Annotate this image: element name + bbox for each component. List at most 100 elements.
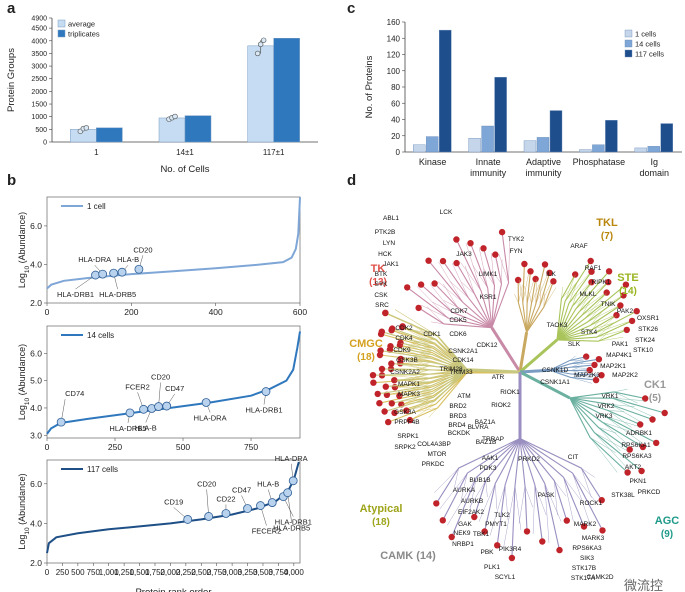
- kinase-dot: [623, 326, 630, 334]
- branch-leaf: [406, 381, 431, 391]
- kinase-label: CAMK2D: [586, 574, 613, 581]
- marker-label: CD20: [197, 479, 216, 488]
- branch-leaf: [594, 319, 634, 334]
- x-tick-label: Ig: [651, 157, 659, 167]
- branch-leaf: [409, 340, 435, 344]
- kinase-label: SIK3: [580, 555, 594, 562]
- legend-label: 1 cells: [635, 30, 657, 39]
- kinase-dot: [587, 257, 594, 265]
- marker-point: [221, 509, 231, 518]
- branch-leaf: [584, 293, 625, 319]
- branch-leaf: [568, 280, 593, 304]
- bar-117 cells: [549, 110, 563, 153]
- branch-leaf: [461, 282, 475, 295]
- branch-leaf: [450, 272, 469, 299]
- marker-label: FCER2: [125, 382, 150, 391]
- branch-leaf: [387, 373, 431, 376]
- kinase-label: BTK: [375, 271, 388, 278]
- kinase-dot: [391, 377, 398, 384]
- legend-label: triplicates: [68, 30, 100, 39]
- kinase-dot: [626, 446, 633, 453]
- chart-b2: 3.0 4.0 5.0 6.0 0 250 500 750 Log10 (Abundance) 1…: [17, 325, 301, 452]
- x-tick-label: 2,250: [176, 568, 197, 577]
- kinase-dot: [598, 372, 605, 379]
- kinase-dot: [492, 251, 499, 258]
- kinase-label: LIMK1: [479, 271, 498, 278]
- branch-leaf: [578, 290, 609, 313]
- branch-leaf: [610, 404, 635, 407]
- y-tick-label: 500: [35, 127, 47, 134]
- kinase-label: TBK1: [473, 531, 490, 538]
- kinase-label: ADRBK1: [626, 430, 652, 437]
- kinase-dot: [494, 542, 501, 549]
- marker-label: HLA-DRA: [194, 413, 227, 422]
- branch-leaf: [504, 484, 509, 521]
- x-tick-label: 1,750: [145, 568, 166, 577]
- legend-label: 14 cells: [635, 40, 661, 49]
- x-tick-label: 14±1: [176, 148, 194, 157]
- kinase-dot: [374, 390, 381, 398]
- branch-leaf: [535, 271, 550, 305]
- branch-leaf: [575, 280, 610, 310]
- kinase-label: CSNK2A2: [390, 369, 420, 376]
- group-label: AGC: [655, 515, 680, 527]
- branch-leaf: [514, 485, 522, 531]
- kinase-dot: [385, 418, 392, 426]
- kinase-label: RIOK2: [491, 402, 511, 409]
- marker-label: CD19: [164, 497, 183, 506]
- branch-leaf: [534, 484, 547, 516]
- kinase-dot: [563, 517, 570, 524]
- branch-leaf: [563, 477, 582, 501]
- marker-leader: [206, 489, 209, 517]
- kinase-dot: [439, 257, 447, 265]
- legend-label: 117 cells: [635, 50, 664, 59]
- kinase-label: RPS6KA3: [572, 545, 602, 552]
- branch-leaf: [613, 388, 628, 393]
- y-tick-label: 140: [387, 34, 401, 43]
- y-tick-label: 2500: [31, 76, 47, 83]
- branch-leaf: [418, 389, 432, 398]
- x-tick-label: 0: [45, 442, 50, 452]
- branch-leaf: [478, 483, 496, 522]
- kinase-label: VRK3: [596, 413, 613, 420]
- y-tick-label: 160: [387, 18, 401, 27]
- y-tick-label: 3500: [31, 51, 47, 58]
- branch-leaf: [497, 266, 502, 284]
- marker-point: [56, 417, 66, 427]
- marker-label: HLA-DRA: [78, 255, 111, 264]
- branch-leaf: [418, 338, 436, 341]
- branch-leaf: [544, 483, 556, 533]
- y-tick-label: 80: [391, 83, 400, 92]
- y-tick-label: 2.0: [30, 558, 42, 568]
- kinase-dot: [622, 281, 630, 288]
- branch-leaf: [543, 293, 545, 308]
- branch-leaf: [531, 288, 535, 304]
- kinase-dot: [389, 325, 396, 332]
- branch-leaf: [581, 300, 591, 316]
- kinase-label: TAOK3: [547, 322, 568, 329]
- branch-leaf: [570, 370, 587, 374]
- branch-leaf: [568, 281, 585, 304]
- x-tick-label: 400: [209, 307, 223, 317]
- marker-label: FECER2: [252, 527, 282, 536]
- branch-leaf: [554, 480, 567, 497]
- legend-swatch: [57, 29, 66, 38]
- kinase-dot: [580, 523, 588, 530]
- y-axis-title: Log10 (Abundance): [17, 344, 31, 420]
- kinase-dot: [588, 279, 595, 286]
- chart-b1: 2.0 4.0 6.0 0 200 400 600 Log10 (Abundance) 1 ce…: [17, 196, 307, 317]
- group-count: (14): [619, 286, 637, 297]
- y-tick-label: 100: [387, 67, 401, 76]
- y-tick-label: 4.0: [30, 403, 42, 413]
- kinase-dot: [649, 416, 656, 423]
- y-axis-title: No. of Proteins: [364, 55, 375, 118]
- branch-leaf: [524, 485, 527, 516]
- kinase-dot: [378, 328, 385, 335]
- kinase-branch: [519, 370, 668, 476]
- kinase-label: STK10: [633, 347, 653, 354]
- kinase-label: PMYT1: [485, 521, 507, 528]
- branch-leaf: [503, 246, 509, 283]
- branch-leaf: [458, 477, 477, 521]
- branch-leaf: [544, 483, 562, 522]
- branch-leaf: [570, 357, 587, 365]
